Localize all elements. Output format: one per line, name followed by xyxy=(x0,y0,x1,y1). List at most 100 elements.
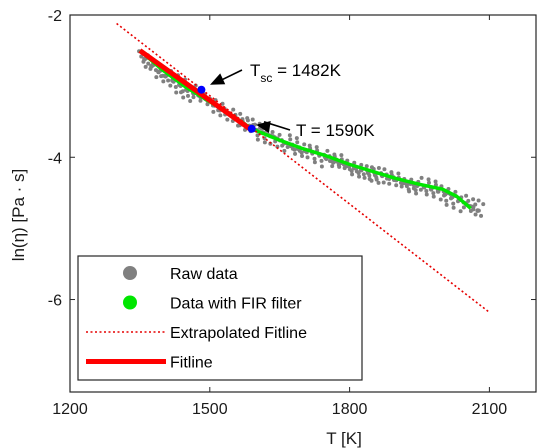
data-point xyxy=(139,54,144,59)
data-point xyxy=(218,113,223,118)
data-point xyxy=(473,212,478,217)
annotation-arrowhead xyxy=(210,73,226,85)
data-point xyxy=(362,175,367,180)
data-point xyxy=(357,174,362,179)
data-point xyxy=(424,189,429,194)
x-tick-label: 2100 xyxy=(472,401,508,418)
y-tick-label: -6 xyxy=(48,293,62,310)
data-point xyxy=(399,184,404,189)
data-point xyxy=(168,83,173,88)
data-point xyxy=(262,140,267,145)
data-point xyxy=(347,167,352,172)
data-point xyxy=(314,145,319,150)
data-point xyxy=(191,95,196,100)
data-point xyxy=(270,130,275,135)
data-point xyxy=(433,179,438,184)
data-point xyxy=(198,98,203,103)
data-point xyxy=(398,180,403,185)
data-point xyxy=(300,154,305,159)
series-line xyxy=(116,22,490,313)
data-point xyxy=(449,196,454,201)
series-2 xyxy=(116,22,490,313)
legend-swatch xyxy=(123,295,137,310)
data-point xyxy=(290,146,295,151)
data-point xyxy=(185,93,190,98)
data-point xyxy=(426,177,431,182)
data-point xyxy=(461,205,466,210)
data-point xyxy=(220,101,225,106)
x-tick-label: 1800 xyxy=(332,401,368,418)
legend-label: Extrapolated Fitline xyxy=(170,325,307,342)
data-point xyxy=(451,205,456,210)
legend-swatch xyxy=(123,266,137,280)
annotation-1: T = 1590K xyxy=(256,120,375,140)
data-point xyxy=(396,171,401,176)
data-point xyxy=(444,202,449,207)
data-point xyxy=(277,132,282,137)
data-point xyxy=(154,75,159,80)
data-point xyxy=(411,186,416,191)
data-point xyxy=(364,164,369,169)
data-point xyxy=(426,180,431,185)
data-point xyxy=(376,180,381,185)
data-point xyxy=(407,189,412,194)
data-point xyxy=(319,158,324,163)
annotation-label: T = 1590K xyxy=(296,121,375,140)
data-point xyxy=(211,109,216,114)
data-point xyxy=(295,140,300,145)
series-line xyxy=(138,48,254,133)
data-point xyxy=(337,164,342,169)
data-point xyxy=(327,158,332,163)
data-point xyxy=(238,111,243,116)
data-point xyxy=(312,160,317,165)
data-point xyxy=(419,175,424,180)
x-tick-label: 1500 xyxy=(192,401,228,418)
data-point xyxy=(442,193,447,198)
data-point xyxy=(369,165,374,170)
data-point xyxy=(479,213,484,218)
data-point xyxy=(382,167,387,172)
data-point xyxy=(476,198,481,203)
data-point xyxy=(275,144,280,149)
data-point xyxy=(325,148,330,153)
y-tick-label: -4 xyxy=(48,150,62,167)
annotation-label: Tsc = 1482K xyxy=(250,61,342,85)
legend-label: Raw data xyxy=(170,266,238,283)
series-layer xyxy=(116,22,490,313)
data-point xyxy=(451,201,456,206)
data-point xyxy=(280,143,285,148)
data-point xyxy=(458,209,463,214)
data-point xyxy=(302,142,307,147)
data-point xyxy=(350,172,355,177)
data-point xyxy=(245,116,250,121)
data-point xyxy=(476,208,481,213)
legend-label: Fitline xyxy=(170,355,213,372)
data-point xyxy=(287,133,292,138)
data-point xyxy=(438,197,443,202)
data-point xyxy=(250,117,255,122)
axes-layer: 1200 1500 1800 2100 -2 -4 -6 xyxy=(48,8,537,418)
data-point xyxy=(148,66,153,71)
data-point xyxy=(404,184,409,189)
data-point xyxy=(387,181,392,186)
data-point xyxy=(367,173,372,178)
data-point xyxy=(205,102,210,107)
data-point xyxy=(181,95,186,100)
data-point xyxy=(166,78,171,83)
highlight-marker-0 xyxy=(197,85,206,94)
highlight-marker-1 xyxy=(247,124,256,133)
data-point xyxy=(141,59,146,64)
data-point xyxy=(330,159,336,165)
y-tick-label: -2 xyxy=(48,8,62,25)
legend-entry-0: Raw data xyxy=(123,266,238,283)
legend-entry-3: Fitline xyxy=(86,355,213,372)
data-point xyxy=(354,169,359,174)
legend-entry-1: Data with FIR filter xyxy=(123,295,302,313)
data-point xyxy=(471,197,476,202)
data-point xyxy=(464,193,469,198)
axes-frame xyxy=(69,14,537,393)
legend: Raw data Data with FIR filter Extrapolated… xyxy=(77,255,363,381)
data-point xyxy=(431,191,436,196)
data-point xyxy=(424,192,429,197)
